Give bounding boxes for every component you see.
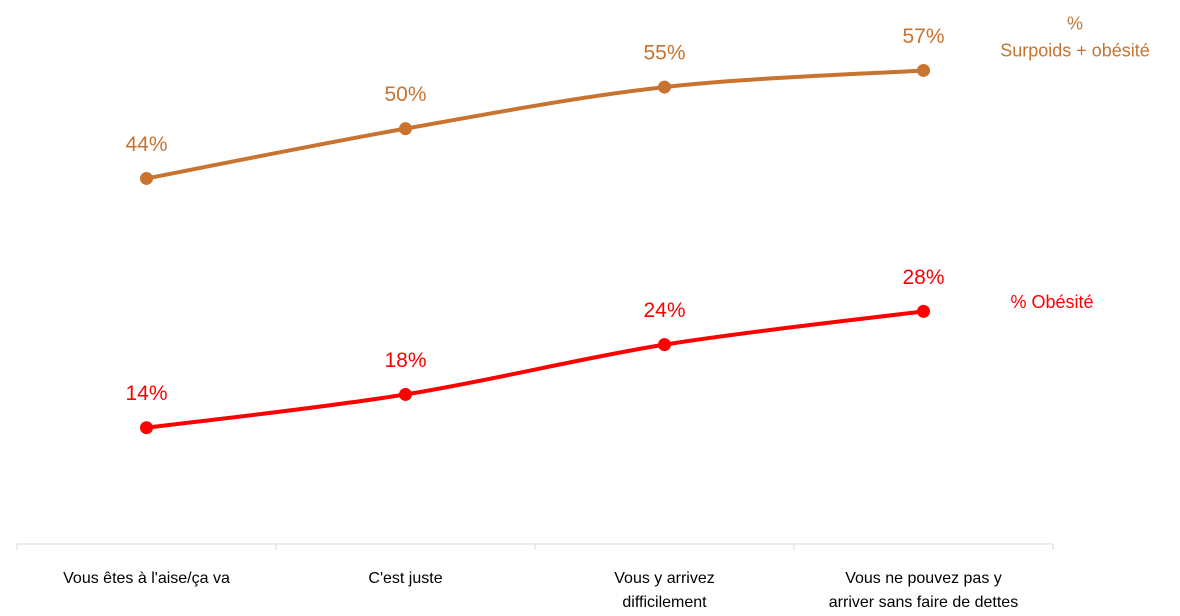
series-label: % Obésité	[1010, 292, 1093, 312]
data-label: 18%	[384, 349, 426, 372]
point	[658, 80, 671, 94]
point	[399, 387, 412, 401]
data-label: 24%	[643, 299, 685, 322]
line	[146, 309, 924, 430]
data-label: 57%	[902, 25, 944, 48]
line	[146, 68, 924, 181]
x-tick-label: Vous y arrivez difficilement	[614, 570, 714, 611]
data-label: 14%	[125, 382, 167, 405]
x-tick-label: Vous ne pouvez pas y arriver sans faire d…	[829, 570, 1018, 611]
x-tick-label: Vous êtes à l'aise/ça va	[63, 570, 230, 587]
data-label: 55%	[643, 42, 685, 65]
x-tick-label: C'est juste	[368, 570, 442, 587]
point	[917, 63, 930, 77]
point	[140, 421, 153, 435]
point	[399, 122, 412, 136]
point	[140, 171, 153, 185]
data-label: 50%	[384, 83, 426, 106]
point	[917, 304, 930, 318]
series-label: % Surpoids + obésité	[1000, 13, 1150, 60]
point	[658, 338, 671, 352]
data-label: 44%	[125, 133, 167, 156]
data-label: 28%	[902, 266, 944, 289]
